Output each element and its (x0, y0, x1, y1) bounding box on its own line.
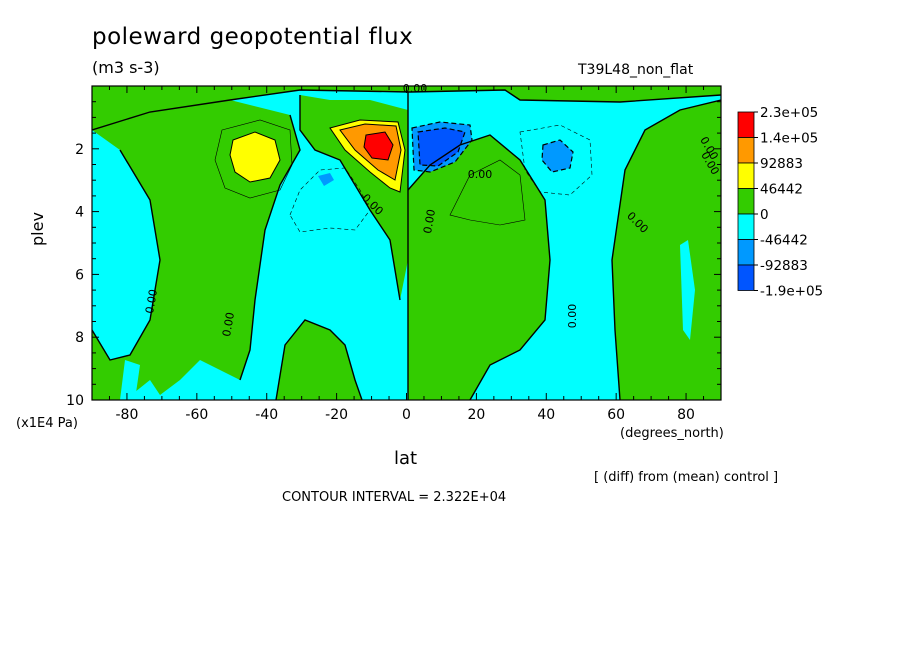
y-tick-label: 6 (75, 267, 84, 283)
x-tick-label: -60 (185, 407, 208, 423)
legend-level: -92883 (760, 258, 808, 274)
y-tick-label: 4 (75, 205, 84, 221)
max-sh-yellow (229, 131, 281, 183)
legend-level: -1.9e+05 (760, 284, 823, 300)
chart-title: poleward geopotential flux (92, 24, 414, 50)
x-tick-label: 20 (467, 407, 485, 423)
contour-label: 0.00 (566, 304, 579, 329)
contour-fields (92, 86, 721, 400)
x-axis-units: (degrees_north) (620, 426, 724, 441)
contour-label: 0.00 (421, 208, 438, 234)
legend-swatch (737, 213, 755, 240)
min-nh-blue (541, 139, 574, 173)
legend-swatch (737, 188, 755, 215)
x-tick-label: -80 (116, 407, 139, 423)
x-tick-labels: -80 -60 -40 -20 0 20 40 60 80 (116, 407, 695, 423)
y-tick-label: 2 (75, 142, 84, 158)
y-tick-labels: 2 4 6 8 10 (66, 142, 84, 409)
x-tick-label: 80 (677, 407, 695, 423)
legend-level: 92883 (760, 156, 803, 172)
legend-swatch (737, 111, 755, 138)
x-tick-label: 0 (402, 407, 411, 423)
y-tick-label: 10 (66, 393, 84, 409)
color-legend: 2.3e+05 1.4e+05 92883 46442 0 -46442 -92883 -1.… (737, 105, 823, 300)
field-bottom-arch (276, 320, 362, 400)
field-sh-cyan-pocket (92, 130, 160, 360)
x-tick-label: 40 (537, 407, 555, 423)
contour-labels: 0.000.000.000.000.000.000.000.000.000.00 (143, 82, 722, 338)
legend-swatch (737, 137, 755, 164)
contour-label: 0.00 (143, 288, 160, 314)
field-nh-tongue (408, 135, 550, 400)
legend-level: 0 (760, 207, 769, 223)
legend-level: 46442 (760, 182, 803, 198)
contour-label: 0.00 (220, 311, 237, 337)
legend-level: -46442 (760, 233, 808, 249)
axis-ticks (92, 86, 721, 401)
contour-label: 0.00 (468, 168, 493, 181)
min-small-blue (318, 173, 334, 186)
legend-swatch (737, 162, 755, 189)
contour-interval: CONTOUR INTERVAL = 2.322E+04 (282, 490, 507, 505)
x-tick-label: 60 (607, 407, 625, 423)
legend-swatch (737, 264, 755, 291)
min-north-darkblue (417, 127, 466, 167)
x-tick-label: -20 (325, 407, 348, 423)
chart-units: (m3 s-3) (92, 58, 160, 77)
legend-level: 1.4e+05 (760, 131, 818, 147)
thin-contours (214, 119, 593, 233)
x-tick-label: -40 (255, 407, 278, 423)
y-tick-label: 8 (75, 330, 84, 346)
legend-swatch (737, 239, 755, 266)
field-sh-cyan-slit (120, 360, 140, 400)
legend-level: 2.3e+05 (760, 105, 818, 121)
max-south-red (363, 131, 394, 161)
field-nh-positive (612, 100, 721, 400)
y-axis-units: (x1E4 Pa) (16, 416, 78, 431)
x-axis-label: lat (394, 448, 418, 469)
experiment-label: T39L48_non_flat (578, 62, 694, 78)
contour-label: 0.00 (403, 82, 428, 95)
zero-contours (92, 89, 721, 400)
comparison-note: [ (diff) from (mean) control ] (594, 470, 779, 485)
field-nh-cyan-slit (680, 240, 695, 340)
